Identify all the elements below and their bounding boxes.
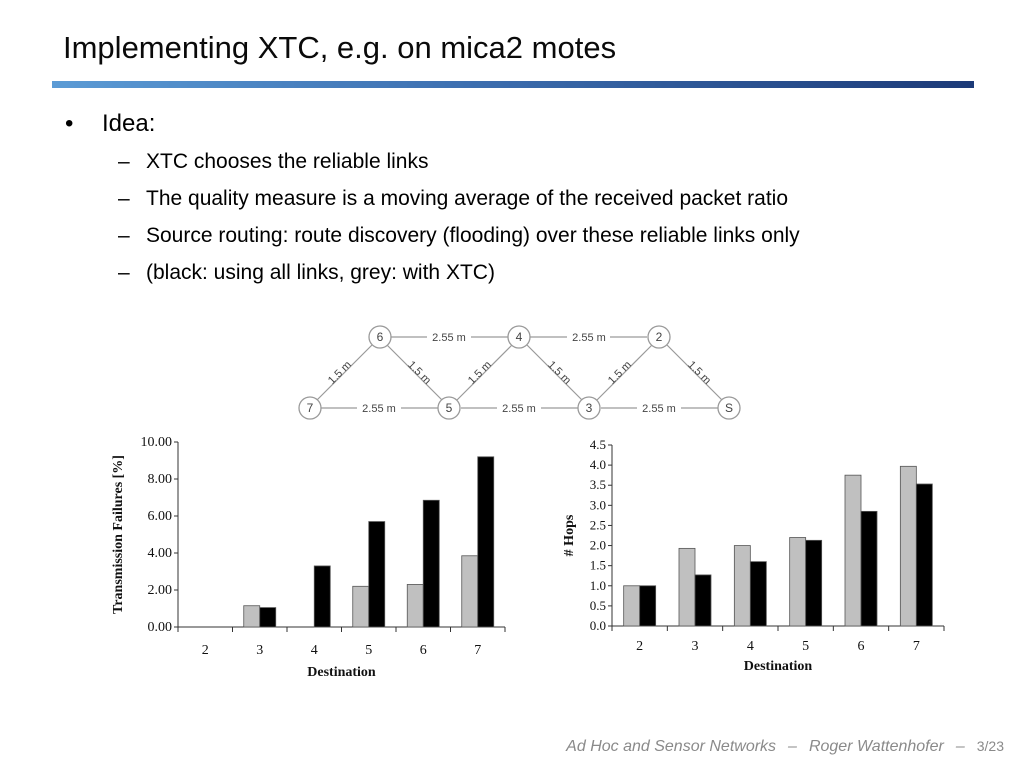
sub-bullet-text: Source routing: route discovery (floodin… xyxy=(146,224,800,247)
node-3 xyxy=(577,396,601,420)
bar xyxy=(477,456,495,628)
y-tick-label: 8.00 xyxy=(148,472,173,487)
y-tick-label: 3.5 xyxy=(590,477,606,492)
y-tick-label: 1.5 xyxy=(590,558,606,573)
slide-title: Implementing XTC, e.g. on mica2 motes xyxy=(63,30,617,65)
node-label: 2 xyxy=(656,330,663,344)
bar xyxy=(352,585,370,628)
sub-bullet-mark: – xyxy=(118,150,130,173)
x-tick-label: 6 xyxy=(858,639,865,654)
bullet-mark: • xyxy=(65,110,74,137)
bar xyxy=(899,465,917,627)
x-tick-label: 2 xyxy=(202,643,209,658)
sub-bullet-mark: – xyxy=(118,224,130,247)
edge-label: 2.55 m xyxy=(502,403,536,415)
node-5 xyxy=(437,396,461,420)
y-axis-label: # Hops xyxy=(562,514,577,556)
bar xyxy=(461,555,479,628)
title-divider xyxy=(52,81,974,88)
edge-label: 1.5 m xyxy=(466,359,494,387)
edge-label: 1.5 m xyxy=(326,359,354,387)
node-6 xyxy=(368,325,392,349)
bar xyxy=(915,483,933,627)
y-tick-label: 0.5 xyxy=(590,598,606,613)
x-tick-label: 4 xyxy=(747,639,754,654)
bar xyxy=(243,605,261,628)
sub-bullet-mark: – xyxy=(118,261,130,284)
edge-label: 2.55 m xyxy=(642,403,676,415)
bar xyxy=(733,545,751,627)
sub-bullet-mark: – xyxy=(118,187,130,210)
footer-author: Roger Wattenhofer xyxy=(808,738,944,755)
node-label: 4 xyxy=(516,330,523,344)
y-tick-label: 4.5 xyxy=(590,437,606,452)
node-label: S xyxy=(725,401,733,415)
edge-label: 2.55 m xyxy=(362,403,396,415)
y-tick-label: 0.0 xyxy=(590,618,606,633)
node-7 xyxy=(298,396,322,420)
bar xyxy=(623,585,641,627)
sub-bullet-text: XTC chooses the reliable links xyxy=(146,150,429,173)
bar xyxy=(639,585,657,627)
x-axis-label: Destination xyxy=(307,665,376,680)
x-tick-label: 7 xyxy=(913,639,920,654)
edge-label: 1.5 m xyxy=(545,359,573,387)
y-axis-label: Transmission Failures [%] xyxy=(111,455,126,614)
hops-bar-chart: 0.0 0.5 1.0 1.5 2.0 2.5 3.0 3.5 4.0 4.5 2 3 4 5 6 7 Dest… xyxy=(562,437,945,674)
x-tick-label: 5 xyxy=(365,643,372,658)
page-number: 3/23 xyxy=(976,738,1004,754)
bar xyxy=(694,574,712,627)
node-label: 5 xyxy=(446,401,453,415)
sub-bullet-text: (black: using all links, grey: with XTC) xyxy=(146,261,495,284)
footer-separator: – xyxy=(788,738,797,755)
bar xyxy=(789,537,807,627)
footer-separator: – xyxy=(955,738,965,755)
y-tick-label: 1.0 xyxy=(590,578,606,593)
bar xyxy=(860,510,878,627)
x-tick-label: 5 xyxy=(802,639,809,654)
x-tick-label: 3 xyxy=(256,643,263,658)
edge-label: 1.5 m xyxy=(405,359,433,387)
y-tick-label: 10.00 xyxy=(141,435,173,450)
x-tick-label: 3 xyxy=(692,639,699,654)
y-tick-label: 4.0 xyxy=(590,457,606,472)
bar xyxy=(313,565,331,628)
y-tick-label: 2.00 xyxy=(148,583,173,598)
bar xyxy=(422,499,440,628)
node-4 xyxy=(507,325,531,349)
bar xyxy=(368,521,386,628)
x-tick-label: 2 xyxy=(636,639,643,654)
sub-bullet-text: The quality measure is a moving average … xyxy=(146,187,789,210)
edge-label: 1.5 m xyxy=(685,359,713,387)
y-tick-label: 3.0 xyxy=(590,497,606,512)
footer-course: Ad Hoc and Sensor Networks xyxy=(566,738,777,755)
bullet-text: Idea: xyxy=(102,110,156,137)
edge-label: 2.55 m xyxy=(572,332,606,344)
x-tick-label: 6 xyxy=(420,643,427,658)
y-tick-label: 2.0 xyxy=(590,538,606,553)
x-tick-label: 4 xyxy=(311,643,318,658)
bar xyxy=(259,607,277,628)
y-tick-label: 6.00 xyxy=(148,509,173,524)
bar xyxy=(805,539,823,627)
bar xyxy=(678,547,696,627)
edge-label: 2.55 m xyxy=(432,332,466,344)
node-label: 3 xyxy=(586,401,593,415)
y-tick-label: 0.00 xyxy=(148,620,173,635)
edge-label: 1.5 m xyxy=(606,359,634,387)
node-label: 6 xyxy=(377,330,384,344)
y-tick-label: 2.5 xyxy=(590,517,606,532)
slide-footer: Ad Hoc and Sensor Networks – Roger Wattenh… xyxy=(566,738,1004,756)
bar xyxy=(844,474,862,627)
node-s xyxy=(717,396,741,420)
bar xyxy=(749,561,767,627)
bar xyxy=(406,584,424,628)
failures-bar-chart: 0.00 2.00 4.00 6.00 8.00 10.00 2 3 4 5 6 7 Destinati… xyxy=(111,435,506,680)
node-label: 7 xyxy=(307,401,314,415)
y-tick-label: 4.00 xyxy=(148,546,173,561)
x-tick-label: 7 xyxy=(474,643,481,658)
x-axis-label: Destination xyxy=(744,659,813,674)
node-2 xyxy=(647,325,671,349)
